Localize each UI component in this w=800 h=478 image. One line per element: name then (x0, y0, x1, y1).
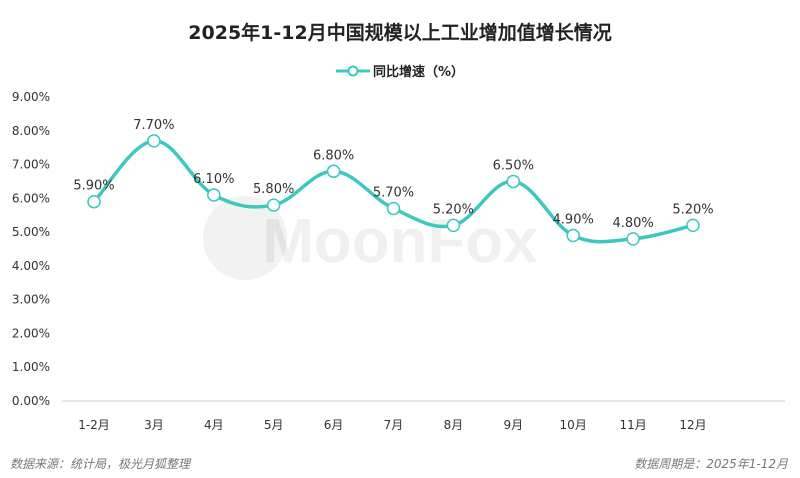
x-tick-label: 7月 (384, 418, 404, 432)
x-tick-label: 8月 (444, 418, 464, 432)
data-label: 6.80% (313, 148, 354, 163)
data-point (207, 188, 221, 202)
data-point (266, 198, 281, 212)
legend: 同比增速（%） (0, 61, 800, 80)
x-tick-label: 10月 (560, 418, 587, 432)
data-point (566, 228, 580, 243)
y-tick-label: 1.00% (12, 360, 50, 374)
y-tick-label: 3.00% (12, 293, 50, 307)
watermark: MoonFox (262, 207, 538, 276)
data-label: 4.80% (612, 216, 653, 231)
data-label: 5.20% (672, 202, 713, 217)
chart-title: 2025年1-12月中国规模以上工业增加值增长情况 (188, 22, 612, 44)
data-point (147, 134, 161, 148)
watermark-logo (203, 196, 287, 280)
y-tick-label: 6.00% (12, 191, 50, 205)
x-tick-label: 9月 (503, 418, 523, 432)
data-point (506, 174, 521, 189)
x-tick-label: 12月 (679, 418, 706, 432)
y-tick-label: 4.00% (12, 259, 50, 273)
y-tick-label: 2.00% (12, 326, 50, 340)
x-tick-label: 6月 (324, 418, 344, 432)
data-label: 5.80% (253, 182, 294, 197)
data-label: 4.90% (553, 212, 594, 227)
data-label: 5.20% (433, 202, 474, 217)
legend-label: 同比增速（%） (372, 65, 465, 80)
legend-line-icon (335, 65, 370, 77)
x-tick-label: 3月 (144, 418, 164, 432)
data-label: 6.50% (493, 158, 534, 173)
source-note: 数据来源：统计局，极光月狐整理 (10, 457, 191, 471)
data-point (626, 232, 640, 246)
data-label: 6.10% (193, 172, 234, 187)
y-tick-label: 9.00% (12, 90, 50, 104)
period-note: 数据周期是：2025年1-12月 (634, 457, 788, 471)
x-tick-label: 5月 (264, 418, 284, 432)
data-point (686, 218, 700, 233)
data-label: 5.70% (373, 185, 414, 200)
y-tick-label: 5.00% (12, 225, 50, 239)
data-point (386, 201, 401, 216)
y-tick-label: 7.00% (12, 158, 50, 172)
data-label: 5.90% (73, 179, 114, 194)
data-point (326, 164, 341, 179)
data-point (446, 218, 461, 233)
y-tick-label: 0.00% (12, 394, 50, 408)
data-point (87, 194, 101, 209)
y-tick-label: 8.00% (12, 124, 50, 138)
x-tick-label: 1-2月 (78, 418, 110, 432)
x-tick-label: 4月 (204, 418, 224, 432)
x-tick-label: 11月 (619, 418, 646, 432)
data-label: 7.70% (133, 118, 174, 133)
